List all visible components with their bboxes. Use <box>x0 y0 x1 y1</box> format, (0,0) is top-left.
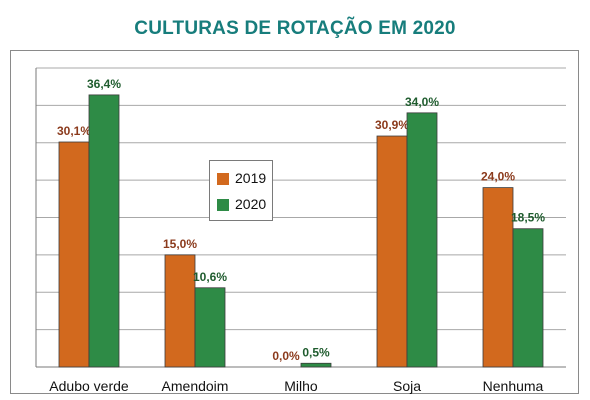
chart-title: CULTURAS DE ROTAÇÃO EM 2020 <box>134 18 456 39</box>
data-label-2020-1: 10,6% <box>193 270 227 284</box>
bar-2019-4 <box>482 187 514 368</box>
bar-2020-0 <box>88 94 120 368</box>
bar-2019-0 <box>58 141 90 368</box>
data-label-2020-0: 36,4% <box>87 77 121 91</box>
category-label-3: Soja <box>393 378 421 394</box>
category-label-2: Milho <box>284 378 318 394</box>
legend-label-2020: 2020 <box>235 196 267 212</box>
data-label-2019-3: 30,9% <box>375 118 409 132</box>
bar-2020-2 <box>300 362 332 368</box>
category-label-0: Adubo verde <box>49 378 129 394</box>
category-label-1: Amendoim <box>162 378 229 394</box>
data-label-2019-1: 15,0% <box>163 237 197 251</box>
chart-frame <box>10 50 579 394</box>
data-label-2020-3: 34,0% <box>405 95 439 109</box>
bar-2020-1 <box>194 287 226 368</box>
data-label-2019-2: 0,0% <box>272 349 300 363</box>
legend-label-2019: 2019 <box>235 170 267 186</box>
bar-2019-3 <box>376 135 408 368</box>
bar-2020-4 <box>512 228 544 368</box>
bar-2020-3 <box>406 112 438 368</box>
chart-legend: 2019 2020 <box>209 160 273 221</box>
legend-swatch-2019 <box>217 173 229 185</box>
category-label-4: Nenhuma <box>483 378 544 394</box>
bar-2019-1 <box>164 254 196 368</box>
data-label-2019-0: 30,1% <box>57 124 91 138</box>
data-label-2020-2: 0,5% <box>302 345 330 359</box>
data-label-2020-4: 18,5% <box>511 211 545 225</box>
legend-swatch-2020 <box>217 199 229 211</box>
data-label-2019-4: 24,0% <box>481 170 515 184</box>
